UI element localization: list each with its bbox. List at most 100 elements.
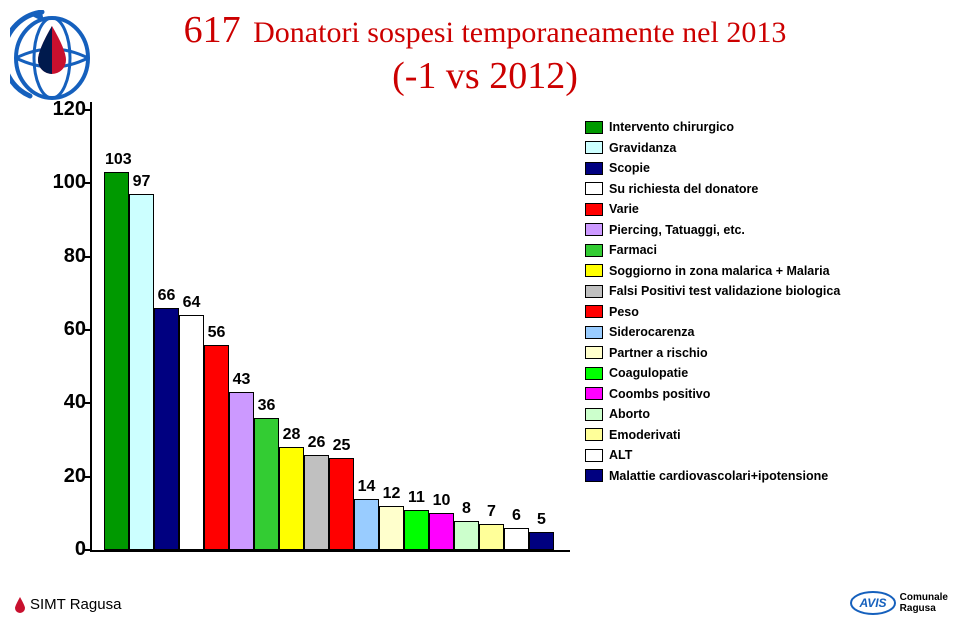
legend-swatch [585, 141, 603, 154]
bar-value-label: 8 [455, 500, 478, 518]
legend-swatch [585, 285, 603, 298]
plot-area: 103976664564336282625141211108765 [90, 110, 570, 552]
bar-value-label: 64 [180, 294, 203, 312]
bar: 8 [454, 521, 479, 550]
legend-item: Piercing, Tatuaggi, etc. [585, 223, 945, 237]
bar: 64 [179, 315, 204, 550]
y-tick-label: 100 [53, 171, 86, 194]
legend-label: Soggiorno in zona malarica + Malaria [609, 264, 830, 278]
legend-swatch [585, 244, 603, 257]
legend-swatch [585, 428, 603, 441]
legend-label: Farmaci [609, 243, 657, 257]
bar-value-label: 26 [305, 434, 328, 452]
bar-value-label: 56 [205, 324, 228, 342]
bar-value-label: 7 [480, 503, 503, 521]
legend-label: Falsi Positivi test validazione biologic… [609, 284, 840, 298]
legend-label: Coagulopatie [609, 366, 688, 380]
bar: 26 [304, 455, 329, 550]
footer-avis-line2: Ragusa [900, 603, 948, 614]
bar: 12 [379, 506, 404, 550]
bars-container: 103976664564336282625141211108765 [90, 110, 570, 550]
bar: 43 [229, 392, 254, 550]
y-tick [84, 402, 90, 404]
legend-label: Peso [609, 305, 639, 319]
bar: 36 [254, 418, 279, 550]
bar-value-label: 10 [430, 492, 453, 510]
bar: 14 [354, 499, 379, 550]
legend-item: Malattie cardiovascolari+ipotensione [585, 469, 945, 483]
legend-swatch [585, 326, 603, 339]
legend-swatch [585, 264, 603, 277]
bar-value-label: 66 [155, 287, 178, 305]
footer-right: AVIS Comunale Ragusa [850, 591, 948, 615]
legend-swatch [585, 121, 603, 134]
bar: 25 [329, 458, 354, 550]
legend-label: Emoderivati [609, 428, 681, 442]
legend-item: Coombs positivo [585, 387, 945, 401]
legend-swatch [585, 449, 603, 462]
legend-swatch [585, 182, 603, 195]
legend-item: Siderocarenza [585, 325, 945, 339]
blood-drop-icon [14, 597, 26, 613]
legend-label: Partner a rischio [609, 346, 708, 360]
legend-label: Malattie cardiovascolari+ipotensione [609, 469, 828, 483]
legend-label: Gravidanza [609, 141, 676, 155]
legend-item: Varie [585, 202, 945, 216]
chart-title: 617 Donatori sospesi temporaneamente nel… [120, 8, 850, 98]
logo-globe-blood [10, 10, 95, 105]
legend-item: Intervento chirurgico [585, 120, 945, 134]
y-tick-label: 20 [64, 465, 86, 488]
legend-label: Varie [609, 202, 639, 216]
legend-item: Su richiesta del donatore [585, 182, 945, 196]
footer-left-text: SIMT Ragusa [30, 596, 121, 613]
bar: 97 [129, 194, 154, 550]
bar: 5 [529, 532, 554, 550]
bar: 103 [104, 172, 129, 550]
y-tick [84, 476, 90, 478]
y-tick [84, 182, 90, 184]
bar-value-label: 103 [105, 151, 128, 169]
y-tick [84, 256, 90, 258]
footer-right-label: Comunale Ragusa [900, 592, 948, 614]
legend-label: ALT [609, 448, 632, 462]
y-tick [84, 549, 90, 551]
title-sub: (-1 vs 2012) [120, 54, 850, 98]
legend-swatch [585, 387, 603, 400]
bar: 28 [279, 447, 304, 550]
bar-value-label: 5 [530, 511, 553, 529]
legend-item: Scopie [585, 161, 945, 175]
y-axis-labels: 020406080100120 [42, 110, 86, 550]
bar: 6 [504, 528, 529, 550]
y-tick-label: 120 [53, 98, 86, 121]
legend-label: Su richiesta del donatore [609, 182, 758, 196]
bar: 56 [204, 345, 229, 550]
bar: 11 [404, 510, 429, 550]
legend-label: Aborto [609, 407, 650, 421]
legend-swatch [585, 367, 603, 380]
footer-avis-line1: Comunale [900, 592, 948, 603]
y-tick [84, 109, 90, 111]
legend-item: Peso [585, 305, 945, 319]
legend-swatch [585, 469, 603, 482]
title-main: Donatori sospesi temporaneamente nel 201… [253, 16, 786, 49]
bar-value-label: 25 [330, 437, 353, 455]
svg-text:AVIS: AVIS [858, 596, 886, 610]
avis-logo-icon: AVIS [850, 591, 896, 615]
legend-label: Scopie [609, 161, 650, 175]
y-tick-label: 80 [64, 245, 86, 268]
bar: 7 [479, 524, 504, 550]
legend-swatch [585, 223, 603, 236]
y-tick-label: 40 [64, 391, 86, 414]
legend-swatch [585, 346, 603, 359]
legend-item: Partner a rischio [585, 346, 945, 360]
legend-swatch [585, 305, 603, 318]
bar-value-label: 12 [380, 485, 403, 503]
bar-value-label: 43 [230, 371, 253, 389]
legend-label: Piercing, Tatuaggi, etc. [609, 223, 745, 237]
bar-value-label: 36 [255, 397, 278, 415]
legend-item: Emoderivati [585, 428, 945, 442]
bar-value-label: 14 [355, 478, 378, 496]
legend: Intervento chirurgico Gravidanza Scopie Su … [585, 120, 945, 489]
legend-item: Coagulopatie [585, 366, 945, 380]
legend-item: Farmaci [585, 243, 945, 257]
